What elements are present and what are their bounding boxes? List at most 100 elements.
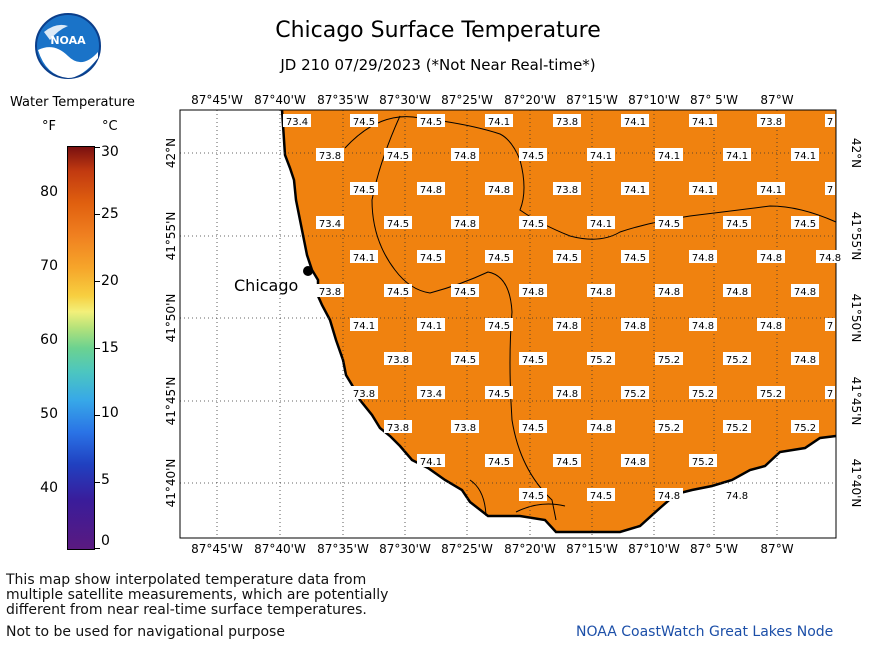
temperature-value-text: 74.1: [692, 117, 714, 128]
temperature-value-box: [825, 114, 835, 127]
temperature-value: 74.5: [621, 250, 649, 264]
temperature-value-box: [689, 182, 717, 195]
temperature-value: 74.8: [519, 284, 547, 298]
temperature-value-text: 74.1: [420, 321, 442, 332]
temperature-value-box: [689, 386, 717, 399]
temperature-value-box: [350, 182, 378, 195]
temperature-value: 74.5: [384, 148, 412, 162]
legend-c-tick: 10: [101, 405, 119, 421]
temperature-value-text: 7: [827, 389, 833, 400]
temperature-value: 74.5: [417, 114, 445, 128]
temperature-value: 74.5: [384, 284, 412, 298]
temperature-value-text: 74.8: [760, 321, 782, 332]
temperature-value: 74.8: [417, 182, 445, 196]
temperature-value: 73.4: [283, 114, 311, 128]
longitude-label: 87°25'W: [441, 93, 493, 107]
temperature-value-box: [689, 250, 717, 263]
longitude-label: 87°10'W: [628, 93, 680, 107]
isotherm-contour: [371, 115, 557, 521]
temperature-value-box: [384, 420, 412, 433]
temperature-value-text: 74.8: [454, 151, 476, 162]
temperature-value: 74.8: [621, 318, 649, 332]
noaa-logo-text: NOAA: [50, 34, 86, 47]
longitude-label: 87°W: [760, 542, 793, 556]
latitude-label: 41°45'N: [164, 377, 178, 426]
temperature-value-box: [621, 114, 649, 127]
temperature-value: 75.2: [621, 386, 649, 400]
temperature-value: 75.2: [689, 386, 717, 400]
temperature-value-box: [553, 114, 581, 127]
temperature-value: 74.8: [451, 216, 479, 230]
temperature-value-text: 74.5: [522, 151, 544, 162]
latitude-label: 41°55'N: [164, 212, 178, 261]
temperature-value-text: 74.5: [488, 321, 510, 332]
temperature-value-box: [791, 420, 819, 433]
temperature-value: 75.2: [757, 386, 785, 400]
latitude-label: 42°N: [164, 138, 178, 168]
temperature-value-text: 74.5: [420, 117, 442, 128]
temperature-value: 75.2: [655, 352, 683, 366]
temperature-value-text: 74.1: [590, 151, 612, 162]
temperature-value: 74.8: [689, 250, 717, 264]
temperature-value-text: 74.5: [522, 355, 544, 366]
chicago-marker-icon: [303, 266, 313, 276]
color-bar-ticks: [94, 147, 102, 549]
latitude-label: 42°N: [849, 138, 863, 168]
temperature-value-box: [384, 148, 412, 161]
temperature-value: 74.8: [655, 488, 683, 502]
temperature-value-box: [553, 454, 581, 467]
temperature-value-text: 74.1: [624, 185, 646, 196]
temperature-value-text: 74.5: [488, 389, 510, 400]
legend-c-tick: 20: [101, 273, 119, 289]
map-title: Chicago Surface Temperature: [275, 18, 601, 43]
temperature-value-box: [757, 114, 785, 127]
temperature-value: 74.8: [723, 284, 751, 298]
temperature-value: 74.5: [791, 216, 819, 230]
temperature-value-text: 74.1: [624, 117, 646, 128]
temperature-value-box: [485, 250, 513, 263]
temperature-value-box: [485, 182, 513, 195]
temperature-value-text: 74.8: [692, 321, 714, 332]
legend-f-tick: 70: [40, 258, 58, 274]
temperature-value-box: [417, 386, 445, 399]
temperature-value: 74.5: [451, 352, 479, 366]
temperature-value-box: [350, 318, 378, 331]
temperature-value-box: [587, 284, 615, 297]
temperature-value-text: 74.8: [624, 457, 646, 468]
temperature-value-box: [723, 420, 751, 433]
legend-f-tick: 40: [40, 480, 58, 496]
temperature-value-box: [553, 250, 581, 263]
temperature-value-text: 74.1: [794, 151, 816, 162]
temperature-value-text: 73.8: [387, 423, 409, 434]
temperature-value: 7: [825, 386, 835, 400]
temperature-value-box: [417, 114, 445, 127]
temperature-value-box: [723, 488, 751, 501]
temperature-value: 73.4: [417, 386, 445, 400]
temperature-value-text: 74.1: [353, 253, 375, 264]
temperature-value: 74.8: [757, 250, 785, 264]
temperature-value: 74.5: [485, 386, 513, 400]
temperature-value: 74.5: [519, 488, 547, 502]
temperature-value-text: 74.1: [488, 117, 510, 128]
temperature-value-box: [519, 420, 547, 433]
temperature-value-text: 73.8: [760, 117, 782, 128]
longitude-label: 87°20'W: [504, 542, 556, 556]
temperature-value-box: [791, 216, 819, 229]
temperature-value: 74.5: [519, 216, 547, 230]
temperature-value-box: [621, 250, 649, 263]
temperature-value-box: [485, 318, 513, 331]
temperature-value-box: [316, 216, 344, 229]
temperature-value-box: [587, 148, 615, 161]
temperature-value-text: 73.8: [556, 185, 578, 196]
temperature-value-box: [384, 352, 412, 365]
temperature-value-box: [553, 182, 581, 195]
legend-c-tick: 5: [101, 472, 110, 488]
temperature-value: 74.1: [350, 250, 378, 264]
temperature-value-box: [519, 352, 547, 365]
temperature-value-text: 74.1: [726, 151, 748, 162]
temperature-value-box: [451, 148, 479, 161]
temperature-value: 74.5: [485, 454, 513, 468]
temperature-value: 75.2: [587, 352, 615, 366]
latitude-label: 41°50'N: [849, 294, 863, 343]
temperature-value-box: [621, 454, 649, 467]
